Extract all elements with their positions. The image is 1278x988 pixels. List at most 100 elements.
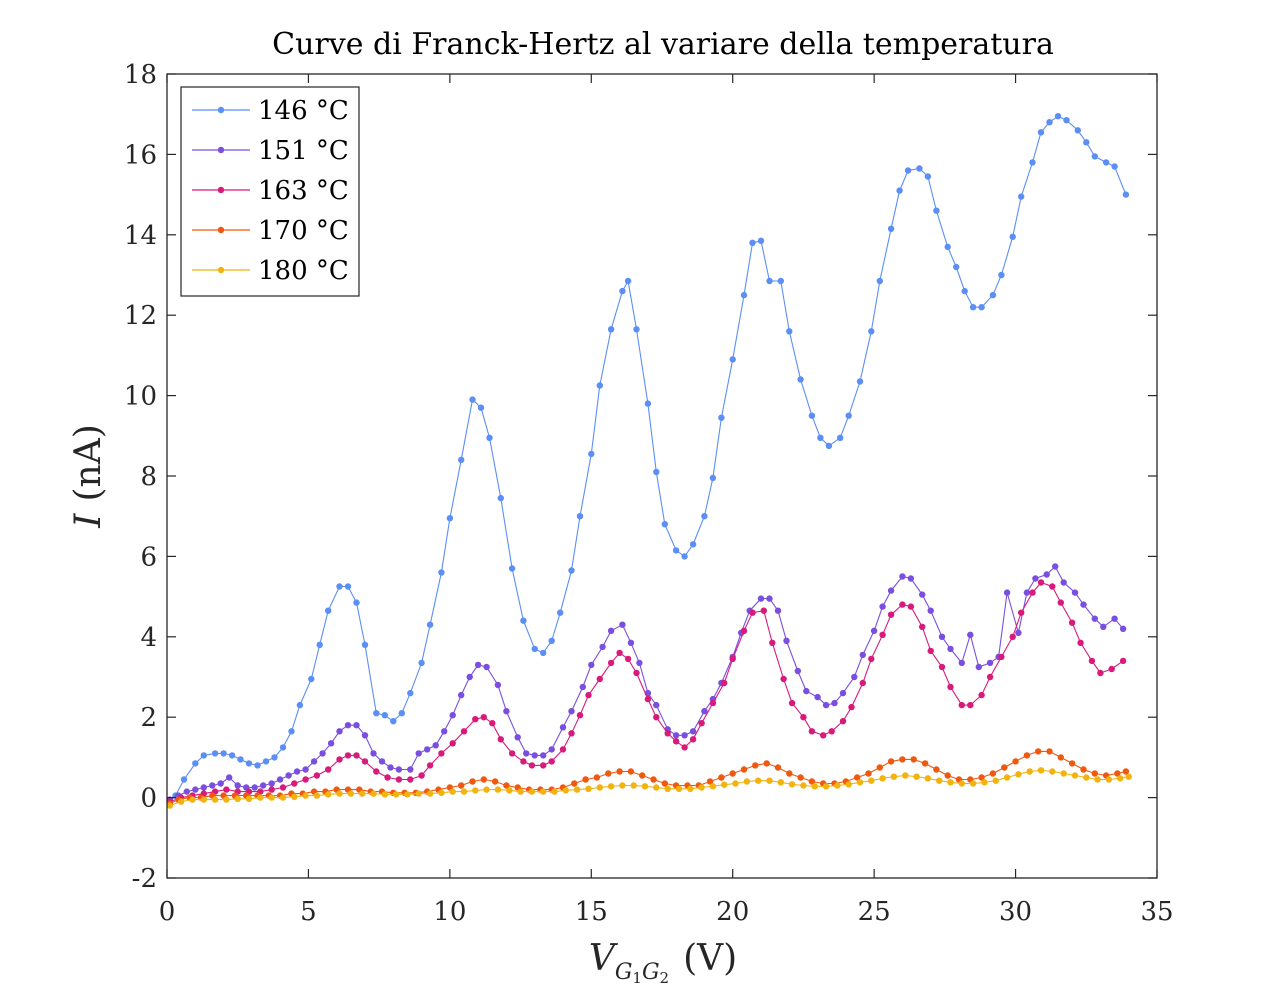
data-point: [709, 783, 717, 790]
data-point: [1091, 153, 1099, 160]
y-tick-label: 4: [140, 623, 157, 653]
data-point: [619, 782, 626, 789]
data-point: [593, 774, 601, 781]
data-point: [353, 752, 360, 759]
data-point: [913, 773, 920, 780]
data-point: [1037, 767, 1045, 774]
data-point: [633, 326, 640, 333]
svg-text:I(nA): I (nA): [68, 424, 109, 529]
data-point: [302, 766, 309, 773]
data-point: [899, 573, 906, 580]
data-point: [291, 780, 298, 787]
x-tick-label: 5: [300, 897, 317, 927]
data-point: [483, 663, 490, 671]
data-point: [848, 703, 855, 711]
data-point: [599, 643, 606, 651]
y-tick-label: 16: [124, 140, 157, 170]
data-point: [1097, 669, 1104, 677]
data-point: [418, 659, 425, 667]
data-point: [921, 760, 929, 767]
data-point: [268, 794, 275, 801]
data-point: [924, 173, 932, 180]
data-point: [1035, 748, 1042, 755]
data-point: [384, 774, 391, 781]
legend-label: 170 °C: [258, 216, 349, 246]
data-point: [879, 603, 886, 610]
data-point: [721, 679, 728, 687]
x-tick-label: 0: [159, 897, 176, 927]
data-point: [1122, 191, 1130, 198]
data-point: [313, 772, 321, 779]
data-point: [653, 714, 660, 721]
data-point: [1114, 770, 1121, 777]
data-point: [978, 304, 985, 311]
data-point: [223, 796, 230, 803]
data-point: [469, 396, 476, 403]
data-point: [967, 701, 974, 709]
data-point: [619, 621, 626, 628]
data-point: [308, 675, 315, 683]
data-point: [729, 356, 736, 363]
data-point: [675, 785, 683, 792]
data-point: [276, 776, 284, 783]
x-axis-title: VG1G2 (V): [589, 938, 737, 987]
data-point: [627, 639, 635, 646]
data-point: [783, 637, 790, 644]
y-tick-label: 6: [140, 542, 157, 572]
data-point: [262, 758, 270, 765]
data-point: [729, 770, 736, 777]
data-point: [811, 783, 818, 790]
data-point: [1105, 776, 1113, 783]
data-point: [183, 788, 190, 795]
data-point: [856, 779, 864, 786]
data-point: [661, 780, 668, 787]
data-point: [978, 774, 985, 781]
x-axis-sub-1-num: 1: [632, 969, 642, 987]
data-point: [845, 412, 852, 419]
data-point: [548, 758, 555, 765]
data-point: [1122, 768, 1130, 775]
data-point: [698, 784, 705, 791]
data-point: [828, 728, 835, 735]
data-point: [540, 788, 547, 795]
data-point: [489, 720, 496, 727]
data-point: [291, 793, 298, 800]
x-tick-label: 10: [433, 897, 466, 927]
data-point: [480, 714, 487, 721]
data-point: [585, 785, 592, 792]
data-point: [310, 758, 318, 765]
data-point: [981, 779, 988, 786]
data-point: [896, 187, 903, 194]
data-point: [200, 752, 207, 759]
data-point: [749, 609, 756, 616]
data-point: [794, 667, 801, 675]
data-point: [449, 712, 456, 719]
data-point: [887, 611, 895, 618]
legend-swatch-marker: [217, 146, 225, 154]
data-point: [503, 708, 510, 715]
legend-label: 180 °C: [258, 256, 349, 286]
data-point: [672, 738, 680, 745]
data-point: [336, 728, 343, 735]
data-point: [180, 776, 188, 783]
data-point: [548, 637, 555, 644]
data-point: [166, 802, 173, 809]
data-point: [373, 768, 380, 775]
y-axis: -2 0 2 4 6 8 10 12 14 16 18: [124, 60, 1157, 894]
data-point: [616, 649, 623, 657]
data-point: [1049, 768, 1056, 775]
data-point: [520, 617, 527, 624]
data-point: [415, 790, 422, 797]
data-point: [865, 770, 872, 777]
data-point: [740, 627, 748, 634]
data-point: [904, 167, 912, 174]
data-point: [582, 776, 589, 783]
data-point: [916, 165, 923, 172]
data-point: [814, 693, 821, 701]
data-point: [528, 788, 536, 795]
data-point: [576, 712, 584, 719]
data-point: [520, 758, 527, 765]
data-point: [472, 787, 479, 794]
data-point: [548, 746, 555, 753]
